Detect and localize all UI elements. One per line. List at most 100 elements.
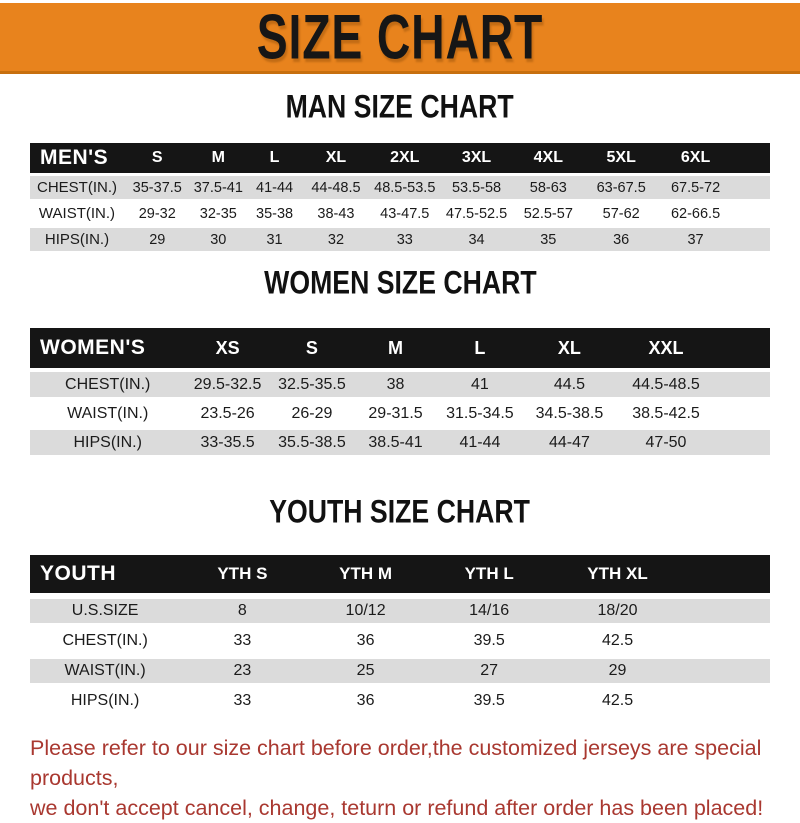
size-value: 38-43	[303, 202, 369, 225]
row-label: HIPS(IN.)	[30, 689, 181, 713]
size-value: 43-47.5	[368, 202, 441, 225]
size-value: 36	[304, 689, 427, 713]
spacer-cell	[715, 328, 770, 368]
size-value: 32-35	[190, 202, 247, 225]
column-header: YTH L	[426, 555, 552, 593]
size-value: 47-50	[616, 430, 716, 455]
women-section-heading-text: WOMEN SIZE CHART	[263, 264, 537, 301]
size-value: 58-63	[512, 176, 585, 199]
size-value: 35	[512, 228, 585, 251]
size-value: 44-48.5	[303, 176, 369, 199]
men-section-heading: MAN SIZE CHART	[0, 88, 800, 125]
table-group-label: YOUTH	[30, 555, 181, 593]
size-value: 37	[658, 228, 733, 251]
men-section-heading-text: MAN SIZE CHART	[285, 88, 515, 125]
size-value: 23	[180, 659, 305, 683]
column-header: XS	[185, 328, 270, 368]
column-header: YTH S	[180, 555, 305, 593]
spacer-cell	[732, 143, 770, 173]
disclaimer-line-1: Please refer to our size chart before or…	[30, 736, 762, 790]
size-value: 31.5-34.5	[436, 401, 523, 426]
size-value: 29	[123, 228, 191, 251]
size-value: 44-47	[522, 430, 617, 455]
column-header: 4XL	[512, 143, 585, 173]
size-table-row: HIPS(IN.) 33-35.5 35.5-38.5 38.5-41 41-44 44-…	[30, 430, 770, 455]
size-value: 47.5-52.5	[440, 202, 513, 225]
size-value: 36	[584, 228, 659, 251]
size-value: 42.5	[551, 629, 684, 653]
column-header: XL	[522, 328, 617, 368]
column-header: 3XL	[440, 143, 513, 173]
size-table-row: HIPS(IN.) 33 36 39.5 42.5	[30, 689, 770, 713]
size-value: 33	[180, 629, 305, 653]
size-value: 44.5	[522, 372, 617, 397]
size-value: 57-62	[584, 202, 659, 225]
size-table-row: CHEST(IN.) 35-37.5 37.5-41 41-44 44-48.5 48.5…	[30, 176, 770, 199]
size-value: 32	[303, 228, 369, 251]
size-value: 33	[180, 689, 305, 713]
size-table-header-row: YOUTH YTH S YTH M YTH L YTH XL	[30, 555, 770, 593]
size-value: 26-29	[269, 401, 355, 426]
table-group-label: WOMEN'S	[30, 328, 186, 368]
column-header: XXL	[616, 328, 716, 368]
banner-title: SIZE CHART	[256, 1, 544, 73]
row-label: HIPS(IN.)	[30, 228, 124, 251]
column-header: YTH XL	[551, 555, 684, 593]
women-section-heading: WOMEN SIZE CHART	[0, 264, 800, 301]
size-table-header-row: WOMEN'S XS S M L XL XXL	[30, 328, 770, 368]
size-value: 35.5-38.5	[269, 430, 355, 455]
table-group-label: MEN'S	[30, 143, 124, 173]
column-header: M	[190, 143, 247, 173]
size-value: 37.5-41	[190, 176, 247, 199]
size-value: 29	[551, 659, 684, 683]
size-value: 38.5-42.5	[616, 401, 716, 426]
youth-section-heading: YOUTH SIZE CHART	[0, 495, 800, 529]
column-header: S	[269, 328, 355, 368]
disclaimer-line-2: we don't accept cancel, change, teturn o…	[30, 796, 764, 820]
size-value: 42.5	[551, 689, 684, 713]
size-value: 35-37.5	[123, 176, 191, 199]
spacer-cell	[683, 555, 770, 593]
size-value: 41-44	[246, 176, 304, 199]
size-value: 14/16	[426, 599, 552, 623]
column-header: L	[246, 143, 304, 173]
size-chart-banner: SIZE CHART	[0, 1, 800, 74]
size-value: 10/12	[304, 599, 427, 623]
youth-size-table: YOUTH YTH S YTH M YTH L YTH XL U.S.SIZE 8 10/12…	[30, 549, 770, 719]
size-value: 35-38	[246, 202, 304, 225]
column-header: L	[436, 328, 523, 368]
size-value: 29-31.5	[354, 401, 437, 426]
row-label: WAIST(IN.)	[30, 202, 124, 225]
size-value: 33-35.5	[185, 430, 270, 455]
column-header: M	[354, 328, 437, 368]
size-value: 38	[354, 372, 437, 397]
column-header: XL	[303, 143, 369, 173]
order-disclaimer: Please refer to our size chart before or…	[0, 733, 800, 823]
column-header: 2XL	[368, 143, 441, 173]
spacer-cell	[732, 202, 770, 225]
size-value: 48.5-53.5	[368, 176, 441, 199]
size-value: 31	[246, 228, 304, 251]
size-table-row: WAIST(IN.) 23 25 27 29	[30, 659, 770, 683]
column-header: YTH M	[304, 555, 427, 593]
row-label: HIPS(IN.)	[30, 430, 186, 455]
size-value: 25	[304, 659, 427, 683]
size-value: 44.5-48.5	[616, 372, 716, 397]
size-table-row: HIPS(IN.) 29 30 31 32 33 34 35 36 37	[30, 228, 770, 251]
row-label: CHEST(IN.)	[30, 629, 181, 653]
size-value: 41	[436, 372, 523, 397]
spacer-cell	[715, 401, 770, 426]
spacer-cell	[732, 228, 770, 251]
spacer-cell	[715, 372, 770, 397]
size-value: 63-67.5	[584, 176, 659, 199]
spacer-cell	[683, 659, 770, 683]
spacer-cell	[732, 176, 770, 199]
size-value: 27	[426, 659, 552, 683]
size-table-row: CHEST(IN.) 33 36 39.5 42.5	[30, 629, 770, 653]
size-value: 41-44	[436, 430, 523, 455]
row-label: U.S.SIZE	[30, 599, 181, 623]
size-value: 52.5-57	[512, 202, 585, 225]
size-value: 39.5	[426, 629, 552, 653]
size-table-row: WAIST(IN.) 23.5-26 26-29 29-31.5 31.5-34.5 34…	[30, 401, 770, 426]
size-value: 30	[190, 228, 247, 251]
